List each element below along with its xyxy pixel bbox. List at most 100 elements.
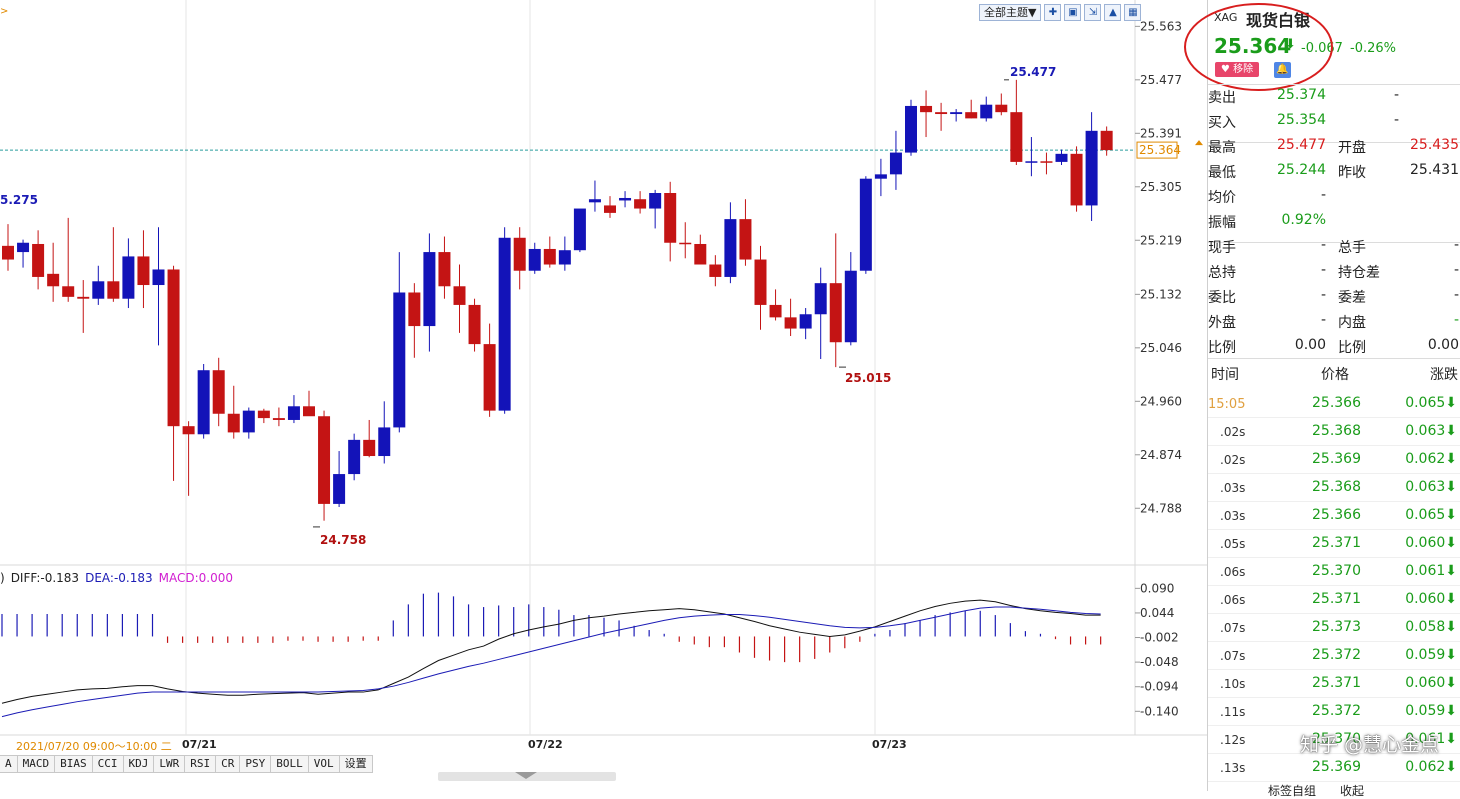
fit-icon[interactable]: ⇲: [1084, 4, 1102, 21]
indicator-tab[interactable]: PSY: [240, 755, 272, 773]
tick-price: 25.371: [1312, 675, 1361, 691]
theme-select-button[interactable]: 全部主题▼: [979, 4, 1042, 21]
candle-body: [679, 242, 692, 245]
candle-body: [1040, 161, 1053, 163]
quote-row: 总持 - 持仓差 -: [1208, 259, 1460, 284]
quote-value: -: [1320, 287, 1326, 303]
date-label-0722: 07/22: [528, 738, 563, 751]
indicator-tab[interactable]: A: [0, 755, 18, 773]
candle-body: [137, 256, 150, 286]
tick-table-header: 时间 价格 涨跌: [1208, 360, 1460, 384]
candle-body: [920, 105, 933, 113]
candle-body: [242, 410, 255, 433]
indicator-tab[interactable]: BOLL: [271, 755, 309, 773]
indicator-tab[interactable]: KDJ: [123, 755, 155, 773]
tick-time: 15:05: [1208, 397, 1246, 412]
tick-time: .02s: [1220, 425, 1246, 439]
tick-time: .05s: [1220, 537, 1246, 551]
price-change-pct: -0.26%: [1350, 41, 1396, 56]
candle-body: [122, 256, 135, 299]
scroll-left-icon: >: [0, 6, 8, 17]
tick-row: .10s 25.371 0.060⬇: [1208, 669, 1460, 698]
y-tick-label: 24.874: [1140, 448, 1182, 462]
quote-value: -: [1393, 112, 1399, 128]
quote-header: XAG 现货白银 25.364 ⬇ -0.067 -0.26% ♥ 移除 🔔: [1184, 0, 1460, 91]
quote-label: 委比: [1208, 290, 1236, 306]
indicator-tab[interactable]: LWR: [154, 755, 186, 773]
candle-body: [724, 219, 737, 277]
candle-body: [2, 245, 14, 260]
quote-label: 昨收: [1338, 165, 1366, 181]
candle-body: [1085, 130, 1098, 206]
quote-label: 最低: [1208, 165, 1236, 181]
quote-value: -: [1320, 187, 1326, 203]
indicator-tab[interactable]: CR: [216, 755, 241, 773]
candle-body: [303, 406, 315, 417]
candle-body: [257, 410, 270, 419]
macd-y-tick-label: 0.090: [1140, 581, 1174, 595]
macd-dea-line: [1, 606, 1101, 718]
quote-label: 总持: [1208, 265, 1236, 281]
date-label-0721: 07/21: [182, 738, 217, 751]
current-price-label: 25.364: [1139, 143, 1181, 157]
candle-body: [167, 269, 180, 427]
candle-body: [739, 219, 752, 260]
price-annotation: 24.758: [320, 533, 366, 547]
divider: [1208, 242, 1460, 243]
current-price-box: [1136, 141, 1178, 159]
candle-body: [498, 237, 511, 411]
quote-row: 振幅 0.92%: [1208, 209, 1460, 234]
candle-body: [1025, 161, 1038, 163]
chevron-down-icon[interactable]: [515, 772, 537, 779]
candle-body: [859, 178, 872, 271]
zoom-in-icon[interactable]: ▣: [1064, 4, 1082, 21]
y-tick-label: 25.219: [1140, 233, 1182, 247]
tick-change: 0.063⬇: [1405, 423, 1457, 439]
candle-body: [874, 174, 887, 179]
grid-icon[interactable]: ▦: [1124, 4, 1142, 21]
indicator-tab[interactable]: VOL: [308, 755, 340, 773]
crosshair-icon[interactable]: ✚: [1044, 4, 1062, 21]
indicator-tab[interactable]: BIAS: [55, 755, 93, 773]
quote-value: 25.354: [1277, 112, 1326, 128]
candle-body: [513, 237, 526, 271]
quote-row: 现手 - 总手 -: [1208, 234, 1460, 259]
candle-body: [227, 413, 240, 433]
candle-body: [348, 439, 361, 475]
candle-body: [212, 370, 225, 414]
tick-time: .06s: [1220, 565, 1246, 579]
candle-body: [543, 248, 556, 265]
candle-body: [709, 264, 722, 277]
quote-label: 内盘: [1338, 315, 1366, 331]
candle-body: [950, 112, 963, 115]
tick-row: .12s 25.370 0.061⬇: [1208, 725, 1460, 754]
tick-row: .13s 25.369 0.062⬇: [1208, 753, 1460, 782]
quote-value: -: [1393, 87, 1399, 103]
y-tick-label: 25.305: [1140, 180, 1182, 194]
chart-area[interactable]: 25.563 25.477 25.391 25.305 25.219 25.132 25.0…: [0, 0, 1207, 791]
tick-price: 25.372: [1312, 703, 1361, 719]
quote-label: 外盘: [1208, 315, 1236, 331]
quote-row: 最低 25.244 昨收 25.431: [1208, 159, 1460, 184]
candle-body: [995, 104, 1008, 113]
cursor-icon[interactable]: ▲: [1104, 4, 1122, 21]
quote-panel: XAG 现货白银 25.364 ⬇ -0.067 -0.26% ♥ 移除 🔔 卖…: [1184, 0, 1460, 791]
indicator-tab[interactable]: MACD: [17, 755, 56, 773]
quote-value: 25.244: [1277, 162, 1326, 178]
candle-body: [1070, 153, 1083, 206]
kline-chart[interactable]: 25.563 25.477 25.391 25.305 25.219 25.132 25.0…: [0, 0, 1207, 791]
indicator-tab[interactable]: RSI: [185, 755, 217, 773]
quote-value: -: [1320, 262, 1326, 278]
tick-price: 25.368: [1312, 479, 1361, 495]
price-marker-icon: [1195, 140, 1203, 146]
candle-body: [694, 243, 707, 265]
quote-value: -: [1453, 287, 1459, 303]
indicator-tab[interactable]: CCI: [92, 755, 124, 773]
tick-change: 0.060⬇: [1405, 535, 1457, 551]
candle-body: [844, 270, 857, 343]
indicator-tab[interactable]: 设置: [339, 755, 373, 773]
tick-price: 25.366: [1312, 395, 1361, 411]
quote-label: 均价: [1208, 190, 1236, 206]
quote-value: 25.431: [1410, 162, 1459, 178]
candle-body: [573, 208, 586, 251]
